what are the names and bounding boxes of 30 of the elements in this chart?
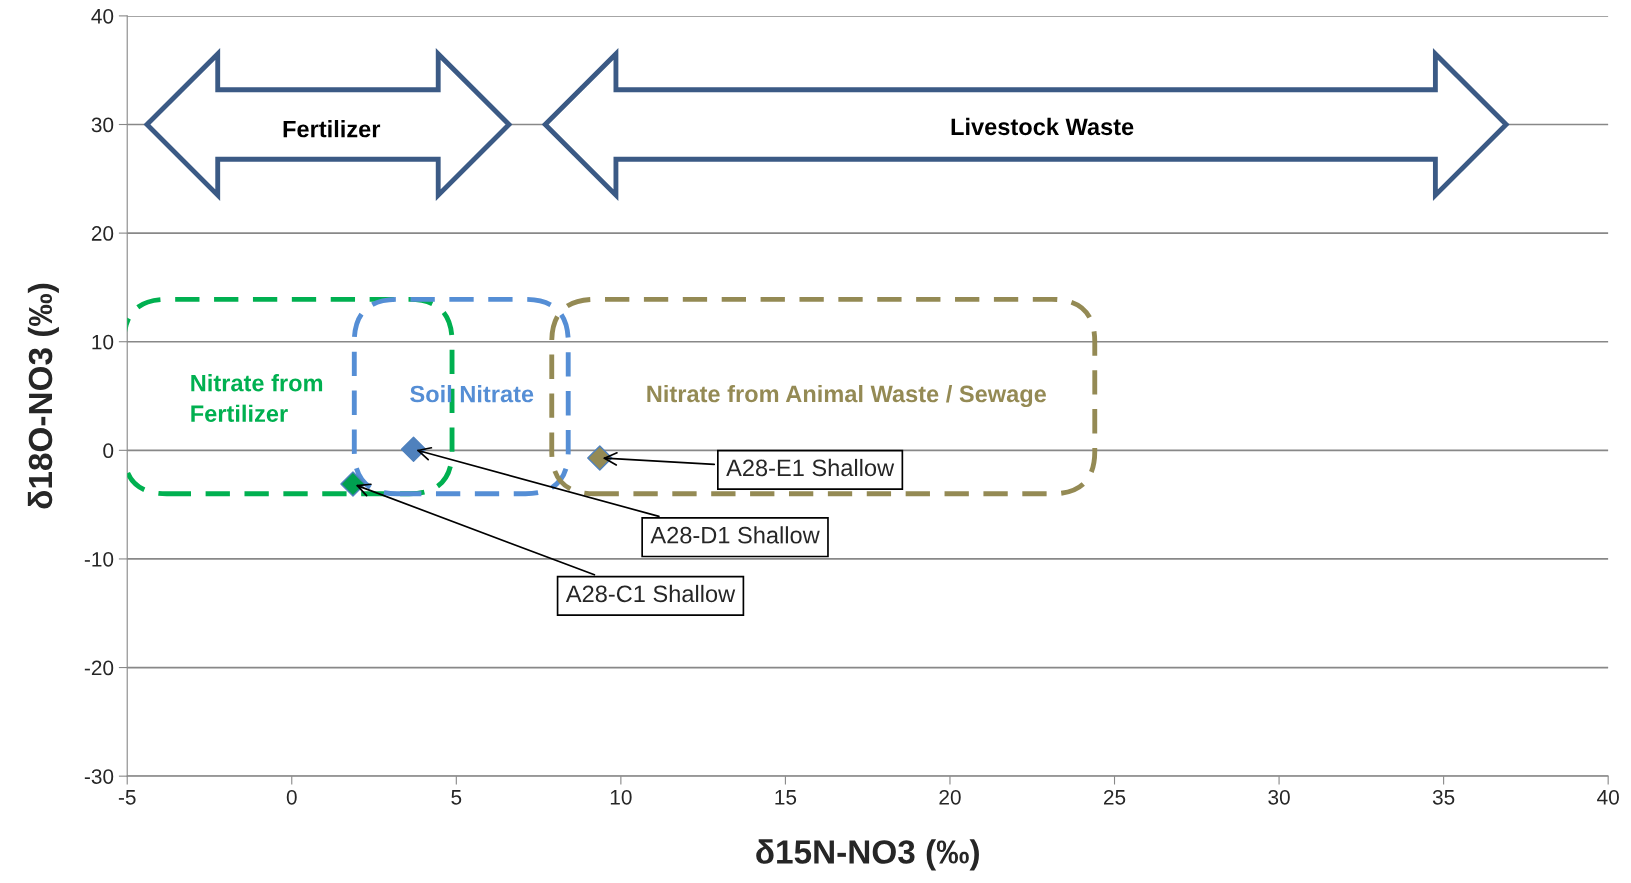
y-tick-label: -10 — [84, 551, 114, 567]
point — [340, 471, 366, 497]
annotation: Nitrate from Fertilizer — [191, 374, 323, 422]
point — [587, 445, 613, 471]
x-tick-label: 35 — [1432, 789, 1455, 805]
annotation: A28-D1 Shallow — [650, 526, 820, 544]
y-tick-label: -30 — [84, 769, 114, 784]
annotation: A28-E1 Shallow — [726, 458, 895, 477]
point — [400, 436, 427, 462]
annotation: Livestock Waste — [951, 117, 1134, 136]
y-tick-label: 10 — [92, 334, 114, 350]
y-tick-label: 20 — [91, 226, 114, 241]
x-axis-title: δ15N-NO3 (‰) — [756, 839, 979, 871]
x-tick-label: 25 — [1103, 789, 1126, 805]
y-tick-label: 0 — [103, 443, 114, 459]
x-tick-label: 10 — [610, 789, 632, 805]
x-tick-label: 20 — [939, 789, 961, 805]
x-tick-label: 40 — [1597, 789, 1619, 805]
annotation: Fertilizer — [283, 120, 381, 138]
x-tick-label: 5 — [451, 790, 462, 805]
x-tick-label: 15 — [775, 790, 797, 805]
x-tick-label: -5 — [118, 790, 136, 805]
y-axis-title: δ18O-NO3 (‰) — [27, 283, 59, 509]
y-tick-label: 30 — [91, 117, 114, 133]
x-tick-label: 30 — [1268, 789, 1290, 805]
annotation: A28-C1 Shallow — [565, 584, 736, 603]
y-tick-label: -20 — [84, 660, 114, 676]
annotation: Nitrate from Animal Waste / Sewage — [647, 384, 1047, 408]
y-tick-label: 40 — [91, 8, 114, 24]
x-tick-label: 0 — [286, 789, 297, 805]
